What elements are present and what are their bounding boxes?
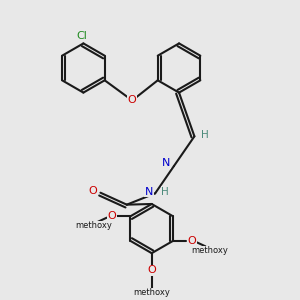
Text: methoxy: methoxy <box>75 221 112 230</box>
Text: N: N <box>145 187 153 197</box>
Text: O: O <box>107 211 116 221</box>
Text: methoxy: methoxy <box>133 288 170 297</box>
Text: H: H <box>202 130 209 140</box>
Text: Cl: Cl <box>76 31 87 41</box>
Text: N: N <box>162 158 171 168</box>
Text: methoxy: methoxy <box>191 246 228 255</box>
Text: O: O <box>88 186 97 196</box>
Text: O: O <box>188 236 196 246</box>
Text: O: O <box>147 265 156 275</box>
Text: H: H <box>161 187 169 197</box>
Text: O: O <box>128 95 136 106</box>
